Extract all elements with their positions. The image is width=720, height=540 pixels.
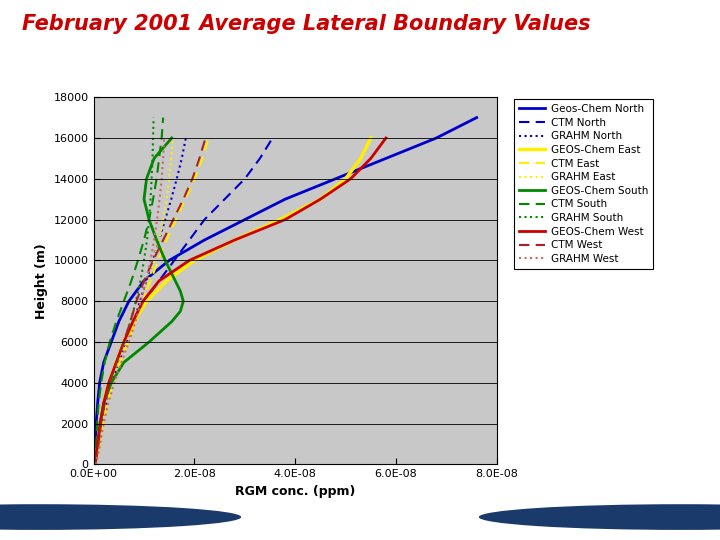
Legend: Geos-Chem North, CTM North, GRAHM North, GEOS-Chem East, CTM East, GRAHM East, G: Geos-Chem North, CTM North, GRAHM North,…	[514, 99, 653, 269]
Text: Building a scientific foundation for sound environmental decisions: Building a scientific foundation for sou…	[211, 524, 509, 532]
Circle shape	[0, 504, 241, 530]
Circle shape	[479, 504, 720, 530]
Text: RESEARCH & DEVELOPMENT: RESEARCH & DEVELOPMENT	[261, 502, 459, 515]
X-axis label: RGM conc. (ppm): RGM conc. (ppm)	[235, 485, 356, 498]
Y-axis label: Height (m): Height (m)	[35, 243, 48, 319]
Text: February 2001 Average Lateral Boundary Values: February 2001 Average Lateral Boundary V…	[22, 14, 590, 33]
